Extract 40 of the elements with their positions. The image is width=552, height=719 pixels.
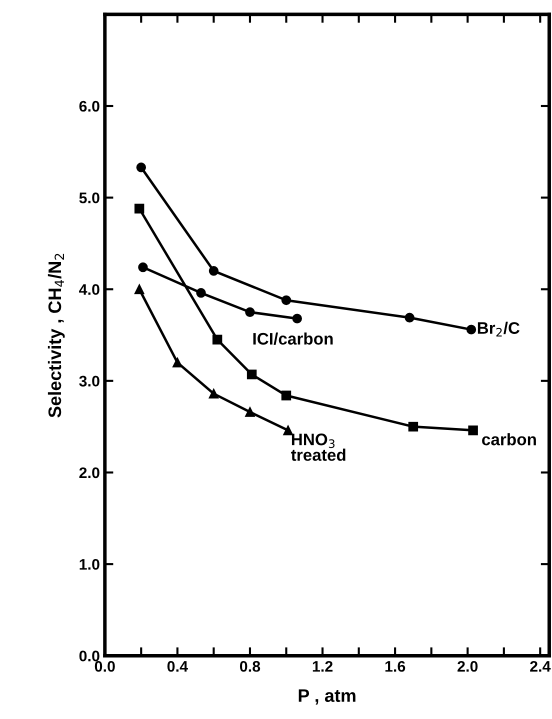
point <box>136 162 146 172</box>
x-tick-label: 0.8 <box>240 660 260 672</box>
x-tick-label: 2.4 <box>530 660 551 672</box>
point <box>246 370 257 380</box>
x-tick-label: 1.2 <box>312 660 333 672</box>
series-label: Br$_{2}$/C <box>478 322 520 337</box>
point <box>172 358 182 368</box>
x-tick-label: 0.0 <box>94 660 115 672</box>
point <box>245 307 255 318</box>
x-tick-label: 1.6 <box>385 660 406 672</box>
series-label: ICI/carbon <box>253 332 333 345</box>
x-axis-title: P , atm <box>298 689 356 705</box>
y-tick-label: 4.0 <box>79 284 100 295</box>
point <box>281 390 292 400</box>
point <box>292 314 302 324</box>
y-tick-label: 3.0 <box>79 376 100 387</box>
y-axis-title: Selectivity , CH$_{4}$/N$_{2}$ <box>48 254 65 418</box>
x-tick-label: 2.0 <box>458 660 478 672</box>
point <box>404 312 414 323</box>
point <box>134 284 144 294</box>
x-tick-label: 0.4 <box>167 660 188 672</box>
y-tick-label: 6.0 <box>79 100 100 112</box>
point <box>138 262 148 272</box>
point <box>212 334 222 344</box>
y-tick-label: 2.0 <box>79 467 100 478</box>
point <box>208 388 219 399</box>
point <box>196 288 206 298</box>
point <box>281 295 292 306</box>
y-tick-label: 0.0 <box>79 650 100 662</box>
point <box>466 324 476 334</box>
point <box>208 266 219 276</box>
point <box>283 425 293 436</box>
y-tick-label: 5.0 <box>79 192 100 204</box>
point <box>134 204 144 214</box>
point <box>408 422 418 432</box>
series-label: carbon <box>482 433 536 446</box>
series-label: HNO$_{3}$ treated <box>291 434 346 461</box>
y-tick-label: 1.0 <box>80 558 100 570</box>
point <box>468 425 478 436</box>
point <box>245 407 255 417</box>
